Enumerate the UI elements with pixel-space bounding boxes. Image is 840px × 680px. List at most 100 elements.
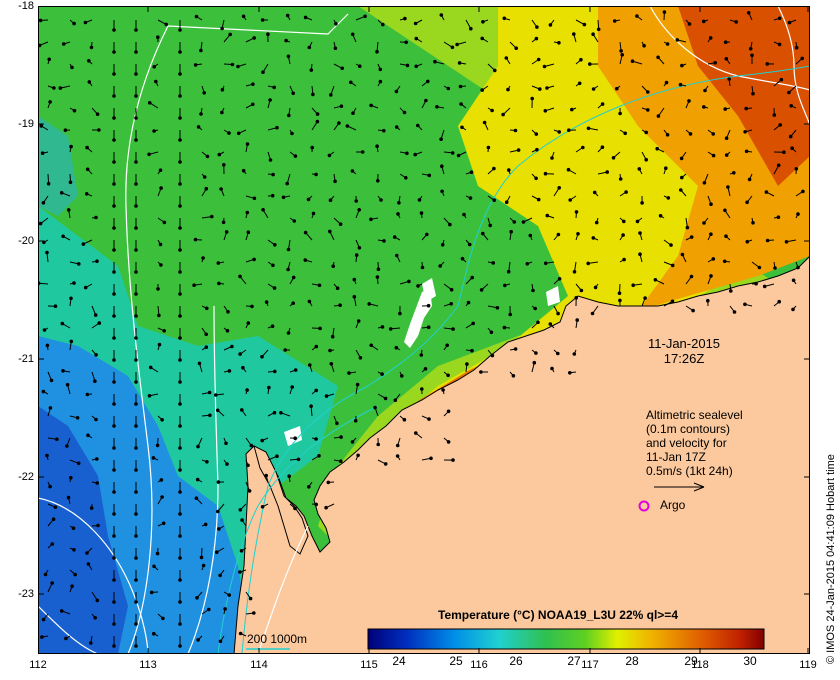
velocity-arrow-head — [159, 186, 163, 190]
velocity-arrow-head — [446, 86, 451, 91]
velocity-arrow-head — [680, 252, 685, 257]
velocity-arrow-head — [429, 456, 433, 461]
velocity-arrow-head — [112, 512, 116, 516]
velocity-arrow-head — [93, 313, 98, 317]
velocity-arrow-head — [395, 443, 400, 448]
velocity-arrow-head — [492, 166, 496, 171]
velocity-arrow-head — [95, 481, 100, 485]
velocity-arrow-head — [147, 152, 151, 157]
velocity-arrow-head — [334, 22, 338, 26]
velocity-arrow-head — [68, 180, 73, 185]
velocity-arrow-head — [791, 278, 796, 283]
velocity-arrow-head — [69, 296, 73, 301]
velocity-arrow-head — [664, 80, 669, 85]
velocity-arrow-head — [216, 261, 221, 265]
velocity-arrow-head — [72, 281, 76, 285]
image-date: 11-Jan-2015 — [648, 336, 721, 351]
velocity-arrow-head — [225, 462, 229, 466]
velocity-arrow-head — [439, 137, 443, 141]
image-time: 17:26Z — [663, 351, 705, 366]
velocity-arrow-head — [557, 277, 562, 281]
velocity-arrow-head — [272, 286, 277, 290]
velocity-arrow-head — [467, 242, 472, 247]
velocity-arrow-head — [557, 186, 562, 190]
velocity-arrow-head — [465, 362, 469, 366]
velocity-arrow-head — [112, 468, 116, 472]
velocity-arrow-head — [765, 238, 770, 243]
velocity-arrow-head — [164, 22, 168, 27]
velocity-arrow-head — [402, 110, 407, 115]
velocity-arrow-head — [395, 253, 399, 258]
velocity-arrow-head — [147, 394, 152, 398]
velocity-arrow-head — [192, 283, 196, 288]
velocity-arrow-head — [513, 347, 518, 351]
velocity-arrow-head — [635, 219, 640, 224]
velocity-arrow-head — [796, 265, 800, 270]
velocity-arrow-head — [271, 172, 275, 177]
velocity-arrow-head — [397, 201, 401, 205]
velocity-arrow-head — [195, 596, 199, 600]
velocity-arrow-head — [260, 438, 264, 443]
isobath — [241, 65, 810, 654]
velocity-arrow-head — [238, 631, 243, 636]
velocity-arrow-head — [158, 168, 163, 172]
velocity-arrow-head — [490, 353, 495, 358]
sealevel-contour — [257, 525, 309, 654]
velocity-arrow-head — [178, 270, 182, 274]
velocity-arrow-head — [245, 388, 249, 392]
velocity-arrow-head — [534, 36, 539, 41]
velocity-arrow-head — [380, 372, 384, 376]
velocity-arrow-head — [220, 88, 225, 92]
velocity-arrow-head — [197, 361, 202, 366]
velocity-arrow-head — [247, 489, 252, 493]
cloud-patch — [284, 426, 302, 446]
velocity-arrow-head — [427, 417, 431, 421]
velocity-arrow-head — [227, 593, 231, 597]
velocity-arrow-head — [619, 49, 623, 53]
velocity-arrow-head — [670, 263, 675, 268]
velocity-arrow-head — [178, 424, 182, 428]
velocity-arrow-head — [335, 286, 340, 291]
velocity-arrow-head — [352, 277, 357, 282]
velocity-arrow-head — [178, 600, 182, 604]
velocity-arrow-head — [178, 314, 182, 318]
velocity-arrow-head — [161, 521, 166, 526]
velocity-arrow-head — [112, 578, 116, 582]
velocity-arrow-head — [178, 556, 182, 560]
y-tick-label: -22 — [18, 471, 34, 483]
velocity-arrow-head — [95, 457, 99, 461]
velocity-arrow-head — [291, 91, 295, 96]
velocity-arrow-head — [83, 20, 88, 25]
velocity-arrow-head — [203, 522, 208, 527]
velocity-arrow-head — [358, 64, 362, 69]
velocity-arrow-head — [615, 86, 619, 91]
velocity-arrow-head — [178, 50, 182, 54]
velocity-arrow-head — [751, 221, 755, 225]
velocity-arrow-head — [379, 198, 383, 202]
velocity-arrow-head — [112, 490, 116, 494]
velocity-arrow-head — [134, 446, 138, 450]
velocity-arrow-head — [404, 40, 409, 45]
velocity-arrow-head — [112, 94, 116, 98]
velocity-arrow-head — [134, 468, 138, 472]
velocity-arrow-head — [378, 79, 383, 84]
velocity-arrow-head — [72, 548, 76, 552]
altimetry-line: 11-Jan 17Z — [646, 450, 706, 464]
coldest-sst-zone — [38, 406, 128, 654]
velocity-arrow-head — [224, 441, 228, 446]
velocity-arrow-head — [591, 32, 595, 37]
velocity-arrow-head — [777, 299, 782, 304]
velocity-arrow-head — [723, 208, 727, 213]
x-tick-label: 115 — [360, 659, 378, 671]
velocity-arrow-head — [398, 311, 402, 316]
velocity-arrow-head — [687, 99, 691, 103]
x-tick-label: 114 — [250, 659, 268, 671]
velocity-arrow-head — [217, 527, 221, 531]
velocity-arrow-head — [457, 61, 462, 65]
velocity-arrow-head — [328, 229, 332, 234]
velocity-arrow-head — [691, 308, 695, 313]
sealevel-contour — [125, 13, 349, 654]
velocity-arrow-head — [451, 327, 455, 331]
sealevel-contours — [38, 6, 810, 654]
velocity-arrow-head — [70, 584, 74, 589]
